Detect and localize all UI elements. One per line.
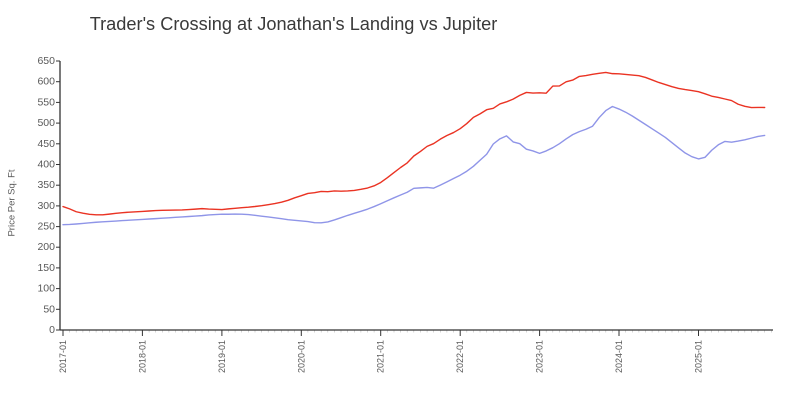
svg-text:2022-01: 2022-01 (455, 340, 465, 373)
svg-text:2020-01: 2020-01 (296, 340, 306, 373)
svg-text:650: 650 (37, 55, 55, 67)
svg-text:2023-01: 2023-01 (535, 340, 545, 373)
svg-text:0: 0 (49, 324, 55, 336)
svg-text:100: 100 (37, 283, 55, 295)
svg-text:2024-01: 2024-01 (614, 340, 624, 373)
svg-text:2021-01: 2021-01 (376, 340, 386, 373)
svg-text:2017-01: 2017-01 (58, 340, 68, 373)
svg-text:450: 450 (37, 138, 55, 150)
svg-text:200: 200 (37, 241, 55, 253)
svg-text:400: 400 (37, 159, 55, 171)
svg-text:600: 600 (37, 76, 55, 88)
svg-text:550: 550 (37, 96, 55, 108)
svg-text:2025-01: 2025-01 (694, 340, 704, 373)
svg-text:300: 300 (37, 200, 55, 212)
svg-text:2018-01: 2018-01 (137, 340, 147, 373)
svg-text:50: 50 (43, 303, 55, 315)
svg-text:500: 500 (37, 117, 55, 129)
svg-text:2019-01: 2019-01 (217, 340, 227, 373)
svg-text:350: 350 (37, 179, 55, 191)
svg-text:150: 150 (37, 262, 55, 274)
svg-text:250: 250 (37, 221, 55, 233)
